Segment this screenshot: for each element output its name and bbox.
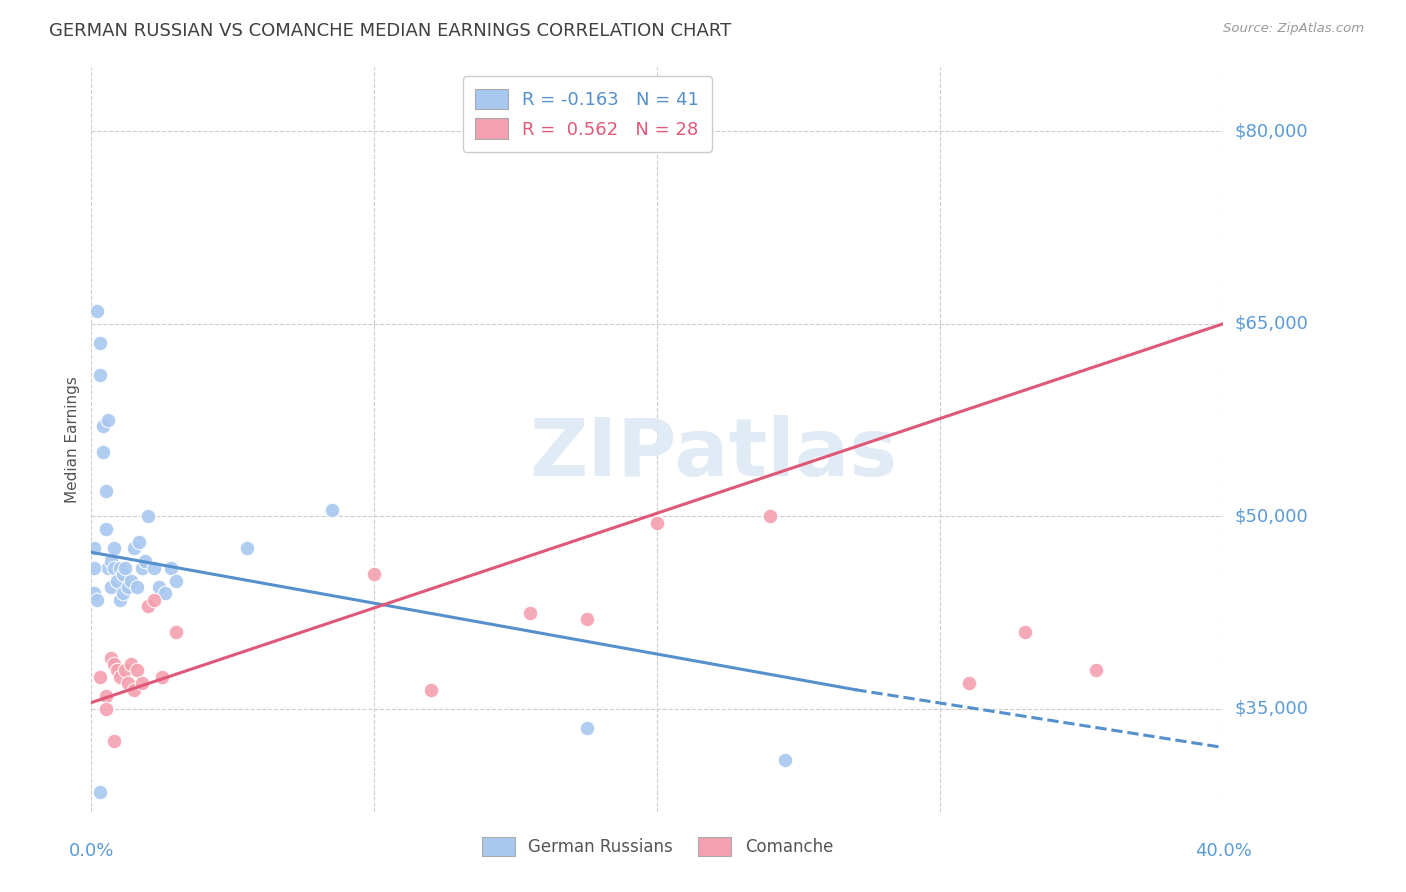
Point	[136, 599, 159, 614]
Point	[131, 676, 153, 690]
Text: $35,000: $35,000	[1234, 700, 1309, 718]
Point	[103, 560, 125, 574]
Point	[120, 657, 142, 671]
Point	[94, 689, 117, 703]
Point	[83, 560, 105, 574]
Point	[1084, 664, 1107, 678]
Point	[86, 304, 108, 318]
Point	[94, 702, 117, 716]
Point	[321, 503, 343, 517]
Point	[103, 657, 125, 671]
Point	[773, 753, 796, 767]
Point	[105, 574, 128, 588]
Point	[91, 419, 114, 434]
Y-axis label: Median Earnings: Median Earnings	[65, 376, 80, 503]
Point	[94, 483, 117, 498]
Point	[103, 541, 125, 556]
Point	[148, 580, 170, 594]
Point	[100, 580, 122, 594]
Point	[83, 541, 105, 556]
Point	[122, 682, 145, 697]
Point	[120, 574, 142, 588]
Point	[159, 560, 181, 574]
Point	[131, 560, 153, 574]
Point	[759, 509, 782, 524]
Text: 40.0%: 40.0%	[1195, 842, 1251, 860]
Point	[519, 606, 541, 620]
Point	[645, 516, 668, 530]
Point	[100, 554, 122, 568]
Point	[142, 560, 165, 574]
Point	[89, 670, 111, 684]
Point	[575, 612, 598, 626]
Point	[111, 586, 134, 600]
Point	[165, 574, 187, 588]
Point	[108, 670, 131, 684]
Point	[89, 336, 111, 351]
Point	[91, 445, 114, 459]
Point	[419, 682, 441, 697]
Text: 0.0%: 0.0%	[69, 842, 114, 860]
Point	[117, 580, 139, 594]
Point	[114, 664, 136, 678]
Point	[83, 586, 105, 600]
Point	[94, 522, 117, 536]
Point	[89, 368, 111, 383]
Point	[125, 580, 148, 594]
Point	[142, 592, 165, 607]
Point	[114, 560, 136, 574]
Point	[957, 676, 980, 690]
Point	[111, 567, 134, 582]
Point	[122, 541, 145, 556]
Point	[575, 721, 598, 735]
Point	[165, 624, 187, 639]
Point	[86, 592, 108, 607]
Point	[89, 785, 111, 799]
Point	[128, 535, 150, 549]
Point	[363, 567, 385, 582]
Point	[136, 509, 159, 524]
Point	[100, 650, 122, 665]
Point	[97, 560, 120, 574]
Point	[97, 413, 120, 427]
Legend: German Russians, Comanche: German Russians, Comanche	[475, 830, 839, 863]
Point	[103, 734, 125, 748]
Point	[236, 541, 259, 556]
Point	[125, 664, 148, 678]
Point	[1014, 624, 1036, 639]
Text: $80,000: $80,000	[1234, 122, 1308, 140]
Point	[108, 560, 131, 574]
Text: $65,000: $65,000	[1234, 315, 1308, 333]
Text: Source: ZipAtlas.com: Source: ZipAtlas.com	[1223, 22, 1364, 36]
Point	[150, 670, 173, 684]
Point	[108, 592, 131, 607]
Point	[105, 664, 128, 678]
Text: ZIPatlas: ZIPatlas	[530, 415, 898, 493]
Text: $50,000: $50,000	[1234, 508, 1308, 525]
Point	[153, 586, 176, 600]
Point	[117, 676, 139, 690]
Text: GERMAN RUSSIAN VS COMANCHE MEDIAN EARNINGS CORRELATION CHART: GERMAN RUSSIAN VS COMANCHE MEDIAN EARNIN…	[49, 22, 731, 40]
Point	[134, 554, 156, 568]
